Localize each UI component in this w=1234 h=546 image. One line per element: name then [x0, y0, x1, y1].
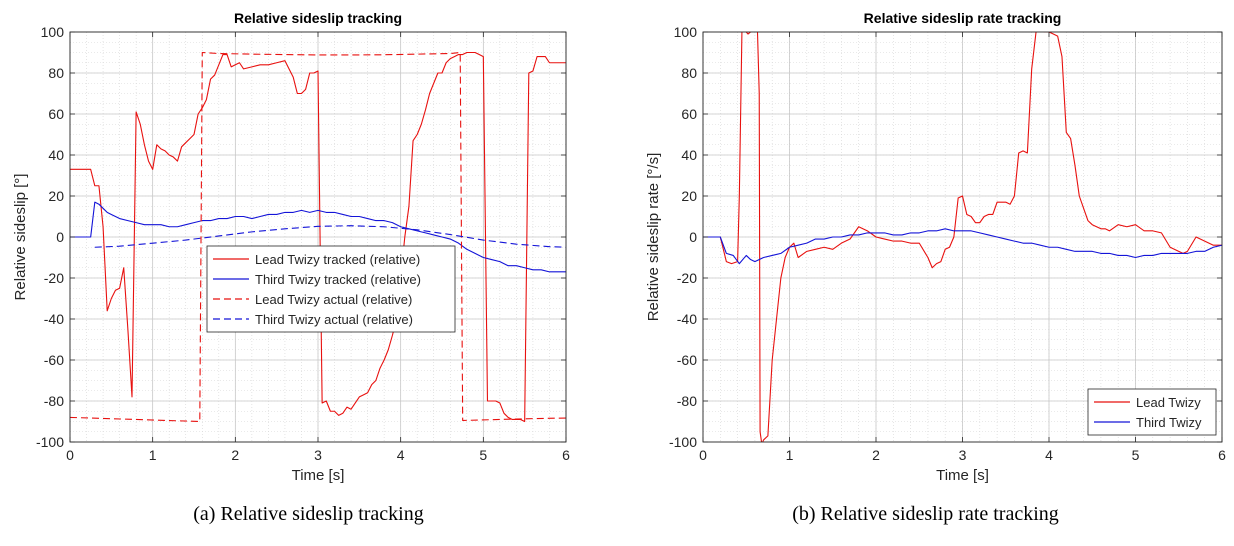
y-tick-label: 60	[48, 106, 64, 122]
x-tick-label: 1	[786, 447, 794, 463]
series-line-1	[703, 32, 1222, 442]
series-line-2	[703, 228, 1222, 265]
x-axis-label: Time [s]	[936, 467, 989, 484]
y-tick-label: -20	[677, 270, 697, 286]
series-group	[703, 32, 1222, 442]
tick-labels: 0 1 2 3 4 5 6 -100 -80 -60 -40 -20 0 20 40 60 80 100	[669, 24, 1226, 463]
y-tick-label: -80	[44, 393, 64, 409]
y-axis-label: Relative sideslip [°]	[12, 174, 29, 301]
x-tick-label: 6	[562, 447, 570, 463]
x-tick-label: 0	[66, 447, 74, 463]
y-axis-label: Relative sideslip rate [°/s]	[645, 153, 662, 322]
y-tick-label: 40	[681, 147, 697, 163]
x-tick-label: 3	[959, 447, 967, 463]
x-tick-label: 5	[479, 447, 487, 463]
y-tick-label: 20	[681, 188, 697, 204]
series-line-2	[70, 201, 566, 273]
y-tick-label: 80	[681, 65, 697, 81]
y-tick-label: -100	[36, 434, 64, 450]
x-tick-label: 4	[397, 447, 405, 463]
y-tick-label: 100	[41, 24, 65, 40]
x-tick-label: 3	[314, 447, 322, 463]
legend: Lead Twizy tracked (relative) Third Twizy…	[206, 245, 456, 333]
y-tick-label: -60	[44, 352, 64, 368]
x-tick-label: 5	[1132, 447, 1140, 463]
legend-entry: Third Twizy	[1136, 415, 1202, 430]
caption-a: (a) Relative sideslip tracking	[193, 503, 424, 525]
tick-labels: 0 1 2 3 4 5 6 -100 -80 -60 -40 -20 0 20 40 60 80 100	[36, 24, 570, 463]
legend-entry: Lead Twizy actual (relative)	[255, 292, 412, 307]
y-tick-label: 100	[674, 24, 698, 40]
series-line-4	[94, 225, 566, 248]
series-group	[70, 51, 566, 423]
y-tick-label: 0	[689, 229, 697, 245]
legend: Lead Twizy Third Twizy	[1087, 388, 1217, 436]
legend-box	[1087, 388, 1217, 436]
legend-box	[206, 245, 456, 333]
y-tick-label: 0	[56, 229, 64, 245]
y-tick-label: 60	[681, 106, 697, 122]
y-tick-label: -60	[677, 352, 697, 368]
caption-b: (b) Relative sideslip rate tracking	[792, 503, 1059, 525]
legend-entry: Third Twizy tracked (relative)	[255, 272, 421, 287]
x-tick-label: 2	[872, 447, 880, 463]
series-line-1	[70, 51, 566, 423]
chart-title: Relative sideslip tracking	[234, 10, 402, 26]
y-tick-label: -100	[669, 434, 697, 450]
y-tick-label: 40	[48, 147, 64, 163]
x-tick-label: 6	[1218, 447, 1226, 463]
y-tick-label: 20	[48, 188, 64, 204]
y-tick-label: -20	[44, 270, 64, 286]
x-tick-label: 4	[1045, 447, 1053, 463]
y-tick-label: -80	[677, 393, 697, 409]
legend-entry: Lead Twizy	[1136, 395, 1201, 410]
y-tick-label: -40	[677, 311, 697, 327]
series-line-3	[70, 51, 566, 423]
y-tick-label: -40	[44, 311, 64, 327]
legend-entry: Third Twizy actual (relative)	[255, 312, 413, 327]
legend-entry: Lead Twizy tracked (relative)	[255, 252, 420, 267]
chart-relative-sideslip-rate: 0 1 2 3 4 5 6 -100 -80 -60 -40 -20 0 20 40 60 80 100 Relat…	[645, 10, 1226, 484]
chart-relative-sideslip: 0 1 2 3 4 5 6 -100 -80 -60 -40 -20 0 20 40 60 80 100 Relat…	[12, 10, 570, 484]
x-tick-label: 2	[231, 447, 239, 463]
x-tick-label: 0	[699, 447, 707, 463]
y-tick-label: 80	[48, 65, 64, 81]
x-axis-label: Time [s]	[292, 467, 345, 484]
x-tick-label: 1	[149, 447, 157, 463]
chart-title: Relative sideslip rate tracking	[864, 10, 1062, 26]
